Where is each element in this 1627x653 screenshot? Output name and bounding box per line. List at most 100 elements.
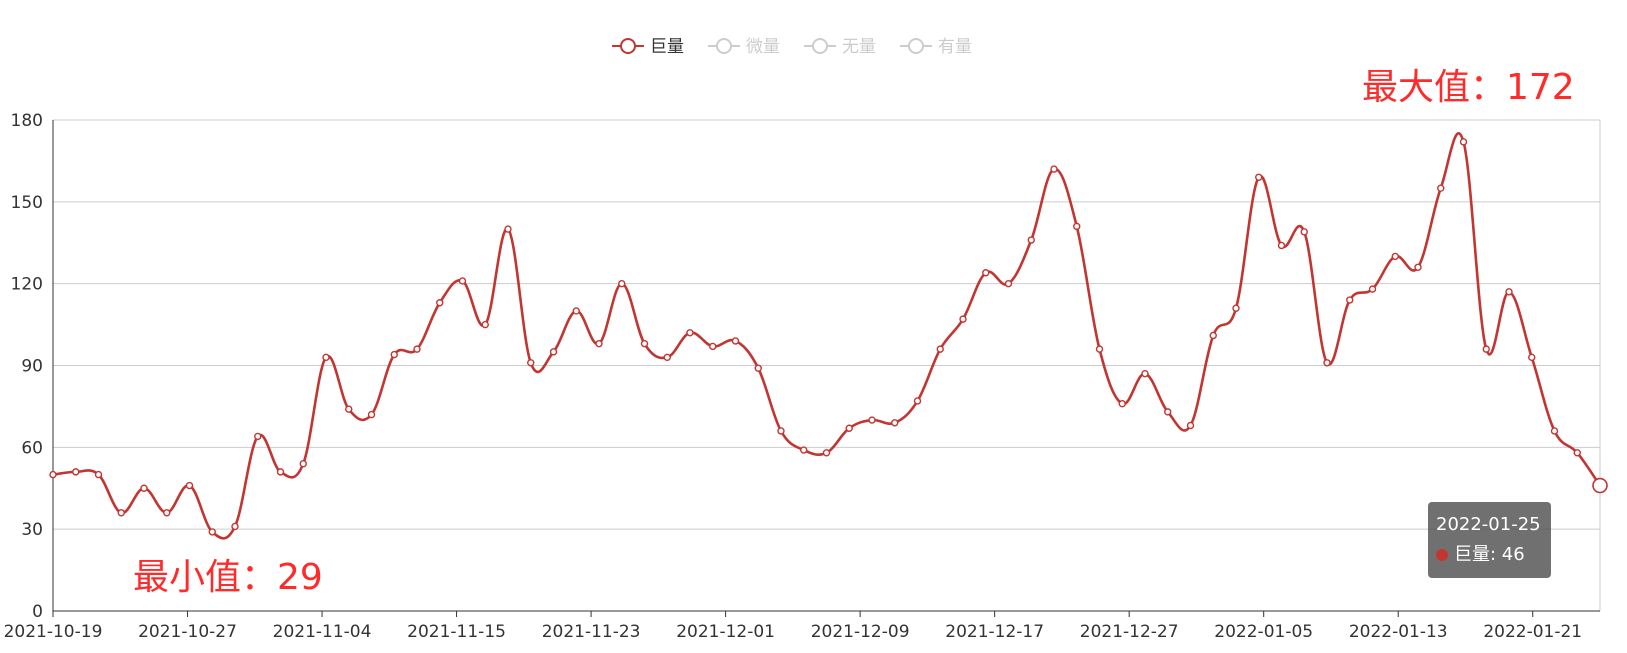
x-tick-label: 2021-12-01 <box>676 622 775 642</box>
data-point <box>754 364 762 372</box>
legend-item-无量[interactable]: 无量 <box>804 37 876 57</box>
data-point <box>1550 427 1559 435</box>
data-point <box>595 339 603 348</box>
data-point <box>1164 408 1172 416</box>
data-point <box>1505 288 1513 296</box>
data-point <box>140 484 148 492</box>
data-point <box>367 410 376 419</box>
data-point <box>1391 252 1399 261</box>
data-point <box>1186 421 1195 430</box>
data-point <box>254 432 262 441</box>
data-point <box>845 424 853 432</box>
data-point <box>663 353 671 362</box>
min-value-annotation: 最小值：29 <box>133 557 323 598</box>
data-point <box>1209 331 1217 340</box>
data-point <box>1073 222 1081 231</box>
tooltip-date: 2022-01-25 <box>1436 514 1541 535</box>
data-point <box>436 299 444 307</box>
data-point <box>413 345 421 353</box>
y-tick-label: 90 <box>21 357 43 377</box>
x-tick-label: 2021-12-27 <box>1080 622 1179 642</box>
data-point <box>1437 184 1445 192</box>
x-tick-label: 2021-10-19 <box>4 622 103 642</box>
data-point <box>1095 345 1104 353</box>
data-point <box>936 345 944 353</box>
legend-circle-icon <box>620 38 636 54</box>
data-point <box>1118 399 1126 408</box>
data-point <box>618 279 626 288</box>
data-point <box>686 329 694 337</box>
y-tick-label: 0 <box>32 602 43 622</box>
data-point <box>822 449 831 457</box>
y-tick-label: 120 <box>11 275 43 295</box>
data-point <box>94 470 103 479</box>
tooltip-row: 巨量: 46 <box>1436 540 1541 570</box>
data-point <box>72 468 80 476</box>
y-tick-label: 150 <box>11 193 43 213</box>
data-point <box>1323 359 1331 367</box>
data-point <box>231 522 239 531</box>
data-point <box>1232 304 1240 312</box>
data-point <box>891 419 899 427</box>
x-tick-label: 2021-11-15 <box>407 622 506 642</box>
data-point <box>800 446 808 454</box>
x-tick-label: 2021-12-17 <box>945 622 1044 642</box>
x-tick-label: 2021-11-04 <box>273 622 372 642</box>
data-point <box>1141 369 1149 378</box>
data-point <box>345 405 353 413</box>
tooltip-value: 巨量: 46 <box>1454 544 1525 565</box>
data-point <box>1459 138 1468 146</box>
x-tick-label: 2022-01-05 <box>1214 622 1313 642</box>
data-point <box>549 348 558 356</box>
y-tick-label: 180 <box>11 111 43 131</box>
data-point <box>185 481 194 490</box>
data-point <box>1300 228 1308 236</box>
data-point <box>390 350 398 359</box>
x-tick-label: 2021-11-23 <box>542 622 641 642</box>
data-point <box>640 339 649 348</box>
legend-label: 巨量 <box>650 37 684 57</box>
data-point <box>1027 236 1035 244</box>
legend-label: 无量 <box>842 37 876 57</box>
data-point <box>49 470 57 479</box>
legend-item-微量[interactable]: 微量 <box>708 37 780 57</box>
data-point <box>982 269 990 277</box>
x-tick-label: 2021-10-27 <box>138 622 237 642</box>
data-point <box>1255 173 1263 181</box>
data-point <box>527 359 535 367</box>
data-point <box>1368 285 1377 293</box>
series-line-巨量 <box>52 132 1602 540</box>
legend-circle-icon <box>716 38 732 54</box>
x-tick-label: 2022-01-13 <box>1349 622 1448 642</box>
data-point <box>299 460 307 468</box>
data-point <box>458 277 467 285</box>
x-tick-label: 2021-12-09 <box>811 622 910 642</box>
data-point <box>1346 296 1354 304</box>
data-point <box>481 320 489 329</box>
legend-item-巨量[interactable]: 巨量 <box>612 37 684 57</box>
data-point <box>1482 345 1490 353</box>
y-axis-tick-labels: 0 30 60 90 120 150 180 <box>11 111 43 622</box>
data-point <box>322 353 330 362</box>
y-tick-label: 60 <box>21 438 43 458</box>
data-point <box>1528 353 1536 362</box>
legend-label: 微量 <box>746 37 780 57</box>
legend-circle-icon <box>908 38 924 54</box>
data-point <box>709 342 717 351</box>
data-point <box>1573 449 1581 457</box>
chart-legend[interactable]: 巨量 微量 无量 有量 <box>612 37 972 57</box>
series-dot-icon <box>1436 549 1448 561</box>
tooltip: 2022-01-25 巨量: 46 <box>1428 502 1551 578</box>
max-value-annotation: 最大值：172 <box>1362 67 1575 108</box>
x-axis: 2021-10-19 2021-10-27 2021-11-04 2021-11-15… <box>4 120 1600 642</box>
series-line-group <box>52 132 1602 540</box>
legend-circle-icon <box>812 38 828 54</box>
data-point <box>208 528 216 536</box>
data-point <box>1004 279 1013 288</box>
data-point <box>777 427 785 435</box>
series-points-group <box>49 138 1608 536</box>
chart-gridlines <box>53 119 1601 611</box>
data-point <box>504 225 512 233</box>
legend-item-有量[interactable]: 有量 <box>900 37 972 57</box>
data-point <box>1050 165 1058 173</box>
